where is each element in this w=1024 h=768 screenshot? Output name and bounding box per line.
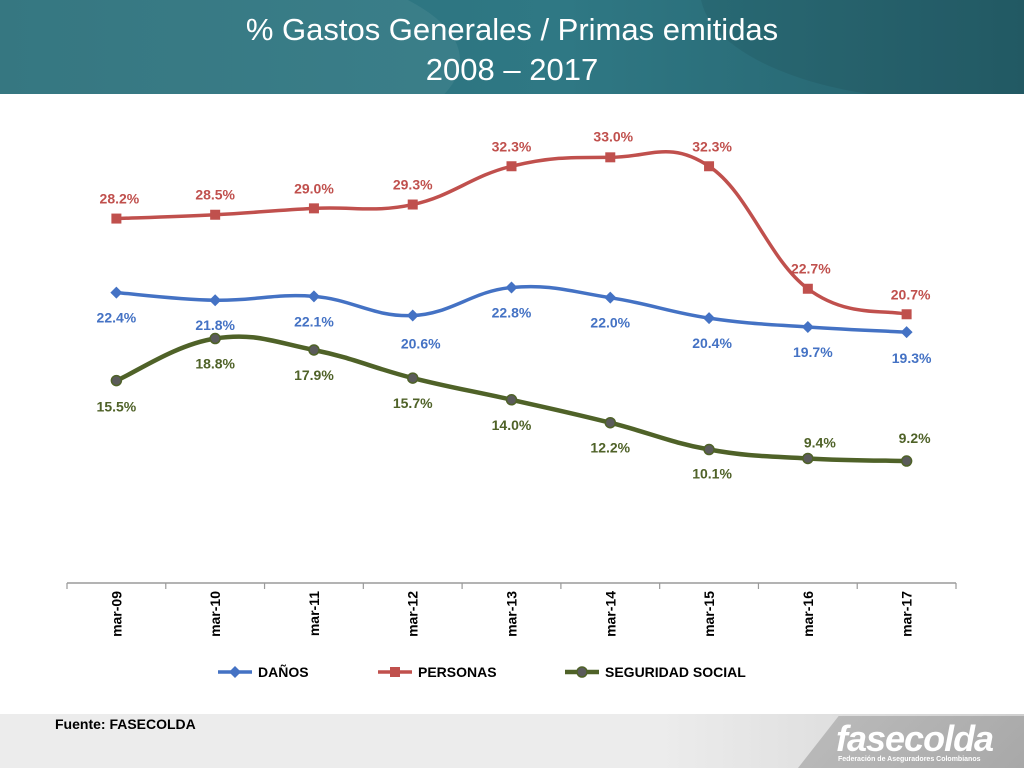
data-point <box>505 394 518 406</box>
x-tick-label: mar-11 <box>306 591 322 636</box>
x-axis: mar-09 mar-10 mar-11 mar-12 mar-13 mar-14 mar-… <box>66 582 957 637</box>
data-label: 22.8% <box>492 304 532 320</box>
logo-tagline: Federación de Aseguradores Colombianos <box>838 756 981 763</box>
page-title: % Gastos Generales / Primas emitidas 200… <box>0 10 1024 90</box>
data-label: 15.7% <box>393 395 433 411</box>
data-point <box>900 455 913 467</box>
data-label: 29.3% <box>393 177 433 193</box>
data-point <box>605 152 616 163</box>
x-tick-label: mar-12 <box>405 591 421 637</box>
x-tick-label: mar-17 <box>899 591 915 637</box>
data-point <box>900 326 913 339</box>
data-label: 22.1% <box>294 313 334 329</box>
data-point <box>110 286 123 299</box>
data-label: 22.4% <box>97 310 137 326</box>
data-point <box>506 161 517 172</box>
data-point <box>802 283 813 294</box>
data-point <box>703 312 716 325</box>
x-tick-label: mar-16 <box>800 591 816 637</box>
data-label: 17.9% <box>294 367 334 383</box>
data-label: 22.0% <box>590 315 630 331</box>
data-label: 20.7% <box>891 286 931 302</box>
data-label: 21.8% <box>195 317 235 333</box>
data-label: 9.4% <box>804 434 836 450</box>
data-label: 20.6% <box>401 336 441 352</box>
data-label: 9.2% <box>899 430 931 446</box>
data-point <box>209 294 222 307</box>
data-point <box>210 209 221 220</box>
legend: DAÑOS PERSONAS SEGURIDAD SOCIAL <box>218 663 746 680</box>
data-point <box>209 332 221 345</box>
data-label: 18.8% <box>195 356 235 372</box>
data-label: 12.2% <box>590 440 630 456</box>
data-point <box>110 374 123 387</box>
data-point <box>802 452 814 465</box>
x-tick-label: mar-10 <box>207 591 223 637</box>
data-label: 10.1% <box>692 466 732 482</box>
data-point <box>406 372 419 384</box>
legend-label: PERSONAS <box>418 664 497 680</box>
legend-label: DAÑOS <box>258 663 309 680</box>
data-point <box>406 309 419 322</box>
data-point <box>308 344 320 356</box>
data-point <box>801 321 814 334</box>
data-point <box>703 443 715 456</box>
data-label: 28.2% <box>100 191 140 207</box>
logo-background <box>798 716 1024 768</box>
data-point <box>901 309 912 320</box>
line-chart: mar-09 mar-10 mar-11 mar-12 mar-13 mar-14 mar-… <box>66 128 957 680</box>
source-note: Fuente: FASECOLDA <box>55 716 196 732</box>
data-label: 22.7% <box>791 261 831 277</box>
data-point <box>111 213 122 224</box>
title-banner: % Gastos Generales / Primas emitidas 200… <box>0 0 1024 94</box>
data-label: 14.0% <box>492 417 532 433</box>
x-tick-label: mar-14 <box>602 591 618 637</box>
data-label: 19.3% <box>892 350 932 366</box>
fasecolda-logo: fasecolda Federación de Aseguradores Col… <box>798 716 1024 768</box>
x-tick-label: mar-15 <box>701 591 717 637</box>
x-tick-label: mar-09 <box>108 591 124 637</box>
data-label: 32.3% <box>692 138 732 154</box>
data-point <box>604 291 617 304</box>
data-point <box>604 416 617 429</box>
data-label: 28.5% <box>195 187 235 203</box>
logo-wordmark: fasecolda <box>836 718 994 759</box>
title-line-1: % Gastos Generales / Primas emitidas <box>245 12 779 47</box>
series-line <box>116 149 908 316</box>
title-line-2: 2008 – 2017 <box>425 52 599 87</box>
data-point <box>704 161 715 172</box>
data-labels: 22.4% 21.8% 22.1% 20.6% 22.8% 22.0% 20.4% 19.7%… <box>97 128 932 481</box>
data-point <box>407 199 418 210</box>
data-label: 33.0% <box>593 128 633 144</box>
legend-marker <box>390 667 400 677</box>
data-label: 32.3% <box>492 138 532 154</box>
data-point <box>308 203 319 214</box>
legend-marker <box>576 666 588 678</box>
x-tick-label: mar-13 <box>504 591 520 637</box>
data-label: 20.4% <box>692 335 732 351</box>
data-label: 15.5% <box>97 399 137 415</box>
series-layer <box>110 149 913 467</box>
data-point <box>505 281 518 294</box>
banner-decoration <box>0 0 460 94</box>
data-label: 29.0% <box>294 180 334 196</box>
data-point <box>307 290 320 303</box>
legend-label: SEGURIDAD SOCIAL <box>605 664 746 680</box>
data-label: 19.7% <box>793 344 833 360</box>
legend-marker <box>229 666 241 678</box>
